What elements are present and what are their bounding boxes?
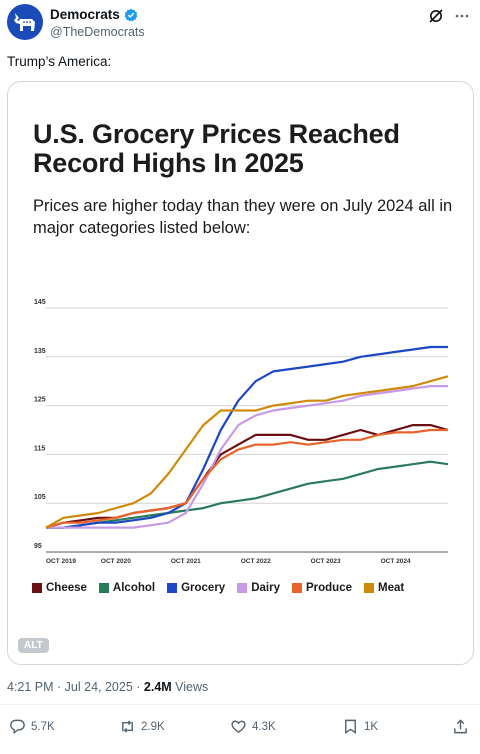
display-name[interactable]: Democrats [50,7,120,22]
x-tick-label: OCT 2020 [101,558,131,565]
bookmark-button[interactable]: 1K [342,718,378,735]
donkey-logo-icon [14,13,35,31]
alt-badge[interactable]: ALT [18,638,49,653]
reply-icon [10,719,25,735]
chart-subtitle: Prices are higher today than they were o… [33,197,453,237]
bookmark-count: 1K [364,720,379,733]
series-line-meat [45,375,449,529]
reply-count: 5.7K [31,720,55,733]
y-tick-label: 95 [34,543,42,550]
repost-button[interactable]: 2.9K [119,718,165,735]
legend-swatch [364,583,374,593]
legend-label: Cheese [46,582,87,594]
legend-label: Meat [378,582,405,594]
legend-label: Produce [305,582,352,594]
series-line-dairy [46,385,448,529]
x-tick-label: OCT 2019 [46,558,76,565]
like-count: 4.3K [252,720,276,733]
repost-count: 2.9K [141,720,165,733]
y-tick-label: 135 [34,348,46,355]
chart-title: U.S. Grocery Prices Reached Record Highs… [33,119,400,178]
legend-swatch [32,583,42,593]
legend-swatch [237,583,248,593]
legend-item-produce: Produce [291,582,352,594]
action-bar: 5.7K 2.9K 4.3K 1K [0,718,480,744]
x-tick-label: OCT 2022 [241,558,271,565]
like-icon [231,720,246,734]
handle[interactable]: @TheDemocrats [50,25,145,39]
legend-label: Dairy [251,582,280,594]
legend-item-cheese: Cheese [32,582,87,594]
timestamp[interactable]: 4:21 PM · Jul 24, 2025 · [7,680,144,694]
series-line-alcohol [46,460,449,529]
price-chart: 95 105 115 125 135 145 OCT 2019 OCT 2020 OCT 202… [34,299,449,565]
legend-item-grocery: Grocery [167,582,225,594]
y-tick-label: 115 [34,445,45,452]
chart-legend: Cheese Alcohol Grocery Dairy Produce Meat [32,582,404,594]
legend-swatch [98,583,109,593]
legend-item-dairy: Dairy [237,582,280,594]
more-icon[interactable] [454,8,470,24]
share-icon [454,719,467,734]
series-line-produce [45,428,448,529]
y-tick-label: 145 [34,299,46,306]
verified-badge-icon [124,8,138,21]
series-line-cheese [45,424,449,529]
legend-item-meat: Meat [364,582,404,594]
legend-label: Alcohol [112,582,156,594]
post-image[interactable]: U.S. Grocery Prices Reached Record Highs… [7,81,474,665]
grok-icon[interactable] [428,8,444,24]
series-line-grocery [46,345,448,529]
legend-label: Grocery [181,582,226,594]
legend-swatch [291,583,302,593]
bookmark-icon [345,719,356,734]
x-tick-label: OCT 2023 [311,558,341,565]
header-actions [428,8,470,24]
name-row: Democrats [50,7,138,22]
views-count: 2.4M [143,680,172,694]
share-button[interactable] [452,718,469,735]
y-tick-label: 105 [34,494,46,501]
legend-item-alcohol: Alcohol [98,582,156,594]
repost-icon [122,720,133,733]
divider [0,704,480,705]
reply-button[interactable]: 5.7K [9,718,55,735]
y-tick-label: 125 [34,397,46,404]
x-tick-label: OCT 2024 [381,558,411,565]
post-meta: 4:21 PM · Jul 24, 2025 · 2.4M Views [7,680,208,694]
like-button[interactable]: 4.3K [230,718,276,735]
views-label: Views [171,680,209,694]
post-text: Trump’s America: [7,54,112,69]
legend-swatch [167,583,178,593]
x-tick-label: OCT 2021 [171,558,201,565]
post-header: Democrats @TheDemocrats [0,0,480,48]
avatar[interactable] [7,4,43,40]
